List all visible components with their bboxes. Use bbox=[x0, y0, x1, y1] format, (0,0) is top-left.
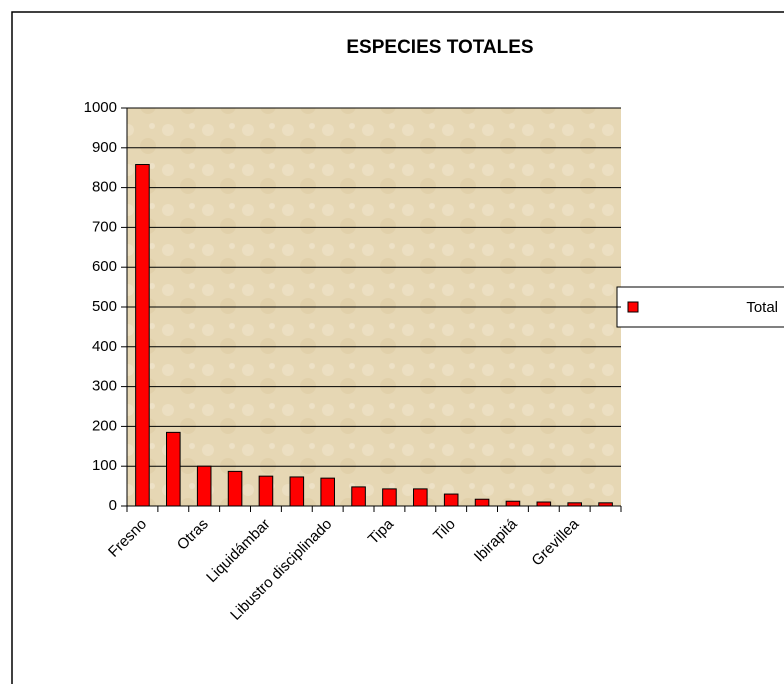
legend-label: Total bbox=[746, 299, 778, 316]
legend-swatch bbox=[627, 301, 639, 313]
y-tick-label: 200 bbox=[92, 417, 117, 434]
y-tick-label: 800 bbox=[92, 179, 117, 196]
y-tick-label: 400 bbox=[92, 338, 117, 355]
y-tick-label: 900 bbox=[92, 139, 117, 156]
bar bbox=[382, 488, 397, 507]
bar bbox=[289, 476, 305, 507]
bar bbox=[351, 486, 366, 507]
bar bbox=[413, 488, 428, 507]
legend bbox=[616, 286, 784, 328]
y-tick-label: 700 bbox=[92, 218, 117, 235]
bar bbox=[166, 431, 181, 507]
bar bbox=[505, 500, 521, 507]
bar bbox=[598, 502, 613, 507]
bar bbox=[196, 465, 212, 507]
y-tick-label: 100 bbox=[92, 457, 117, 474]
y-tick-label: 500 bbox=[92, 298, 117, 315]
chart-title: ESPECIES TOTALES bbox=[346, 37, 533, 58]
bar bbox=[320, 477, 335, 507]
bar bbox=[227, 470, 243, 507]
bar bbox=[474, 498, 490, 507]
bar bbox=[443, 493, 459, 507]
bar bbox=[258, 475, 274, 507]
y-tick-label: 300 bbox=[92, 378, 117, 395]
y-tick-label: 0 bbox=[109, 497, 117, 514]
y-tick-label: 1000 bbox=[84, 99, 117, 116]
y-tick-label: 600 bbox=[92, 258, 117, 275]
bar bbox=[536, 501, 552, 507]
bar bbox=[135, 164, 150, 507]
bar bbox=[567, 502, 582, 507]
